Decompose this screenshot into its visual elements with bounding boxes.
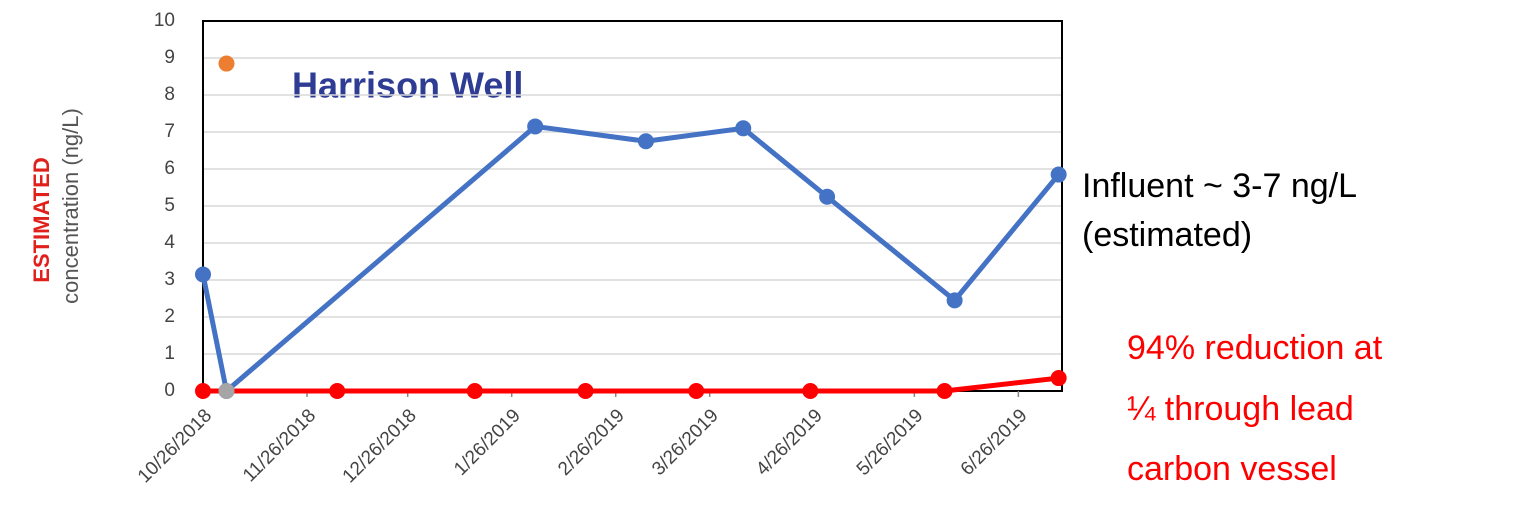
x-tick-label: 11/26/2018 [239, 405, 320, 486]
x-tick-label: 2/26/2019 [554, 405, 629, 480]
y-label: ESTIMATED [29, 157, 54, 282]
data-point [218, 383, 235, 399]
y-tick-label: 9 [164, 47, 175, 68]
y-tick-label: 7 [164, 121, 175, 142]
data-point [637, 133, 654, 150]
annotation: 94% reduction at [1127, 329, 1383, 367]
x-tick-label: 5/26/2019 [853, 405, 928, 480]
series-line [200, 123, 1061, 394]
data-point [735, 120, 752, 137]
x-tick-label: 10/26/2018 [134, 405, 216, 487]
x-tick-label: 6/26/2019 [957, 405, 1032, 480]
y-tick-label: 6 [164, 158, 175, 179]
data-point [527, 118, 544, 135]
annotation: (estimated) [1082, 216, 1252, 254]
chart-title: Harrison Well [292, 65, 523, 106]
y-tick-label: 4 [164, 232, 175, 253]
y-tick-label: 3 [164, 269, 175, 290]
x-tick-label: 1/26/2019 [450, 405, 525, 480]
y-tick-label: 5 [164, 195, 175, 216]
data-point [195, 266, 211, 283]
y-tick-label: 2 [164, 306, 175, 327]
data-point [946, 292, 963, 309]
y-tick-label: 1 [164, 343, 175, 364]
x-tick-label: 4/26/2019 [752, 405, 827, 480]
series-line [203, 375, 1059, 394]
y-tick-label: 8 [164, 84, 175, 105]
y-tick-label: 0 [164, 380, 175, 401]
data-point [688, 383, 705, 399]
data-point [819, 188, 836, 205]
annotation: carbon vessel [1127, 450, 1337, 488]
x-tick-label: 3/26/2019 [648, 405, 723, 480]
y-label: concentration (ng/L) [58, 108, 83, 304]
data-point [218, 55, 235, 72]
data-point [577, 383, 594, 399]
data-point [1050, 370, 1067, 387]
y-tick-label: 10 [154, 10, 175, 31]
data-point [466, 383, 483, 399]
data-point [1050, 166, 1067, 183]
data-point [329, 383, 346, 399]
annotation: Influent ~ 3-7 ng/L [1082, 167, 1357, 205]
data-point [936, 383, 953, 399]
annotation: ¼ through lead [1127, 390, 1354, 428]
data-point [802, 383, 819, 399]
data-point [195, 383, 211, 399]
x-tick-label: 12/26/2018 [339, 405, 421, 487]
